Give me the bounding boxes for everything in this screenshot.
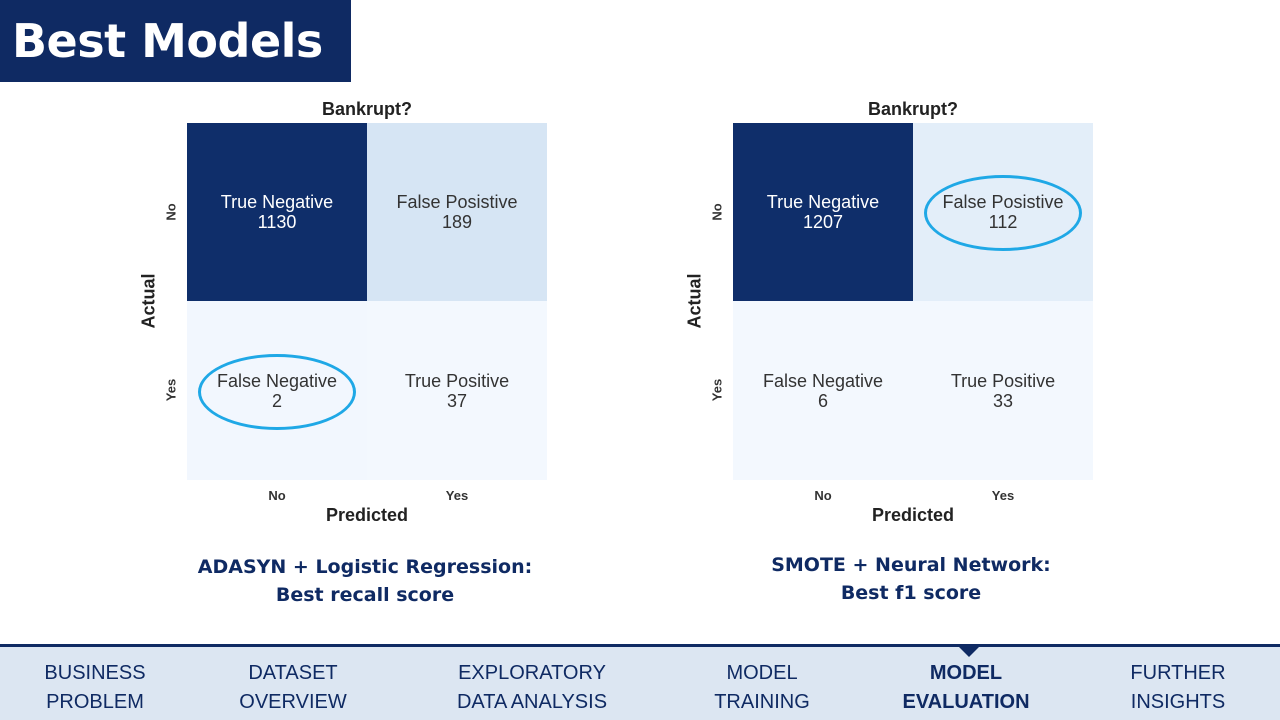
cell-value: 189	[441, 212, 473, 232]
nav-item-line: EXPLORATORY	[458, 662, 606, 684]
x-axis-label: Predicted	[871, 505, 955, 525]
nav-item-line: DATA ANALYSIS	[456, 691, 608, 713]
cell-label: True Negative	[220, 192, 334, 212]
chart-title: Bankrupt?	[322, 99, 412, 119]
chart-title: Bankrupt?	[868, 99, 958, 119]
cell-label: True Negative	[766, 192, 880, 212]
nav-item-line: MODEL	[726, 662, 798, 684]
nav-item-exploratory-data-analysis[interactable]: EXPLORATORY DATA ANALYSIS	[457, 659, 607, 717]
confusion-matrix-adasyn-logistic: Bankrupt? True Negative 1130 False Posis…	[135, 98, 555, 530]
nav-item-further-insights[interactable]: FURTHER INSIGHTS	[1130, 659, 1225, 717]
nav-item-line: FURTHER	[1130, 662, 1226, 684]
cell-false-positive: False Posistive 112	[913, 123, 1093, 301]
cell-value: 6	[817, 390, 828, 411]
cell-true-positive: True Positive 37	[367, 301, 547, 480]
cell-true-negative: True Negative 1130	[187, 123, 367, 301]
nav-item-line: BUSINESS	[44, 662, 146, 684]
caption-line: ADASYN + Logistic Regression:	[197, 556, 533, 578]
caption-adasyn-logistic: ADASYN + Logistic Regression: Best recal…	[135, 553, 595, 609]
nav-item-line: OVERVIEW	[239, 691, 347, 713]
nav-item-line: PROBLEM	[46, 691, 144, 713]
section-nav: BUSINESS PROBLEM DATASET OVERVIEW EXPLOR…	[0, 644, 1280, 720]
cell-false-negative: False Negative 6	[733, 301, 913, 480]
cell-value: 33	[992, 390, 1014, 411]
nav-active-indicator	[879, 644, 1059, 647]
title-bar: Best Models	[0, 0, 351, 82]
highlight-ellipse	[924, 175, 1082, 251]
heatmap-grid: True Negative 1130 False Posistive 189 F…	[187, 123, 547, 480]
nav-item-business-problem[interactable]: BUSINESS PROBLEM	[44, 659, 145, 717]
cell-true-positive: True Positive 33	[913, 301, 1093, 480]
cell-false-positive: False Posistive 189	[367, 123, 547, 301]
nav-item-line: MODEL	[929, 662, 1003, 684]
caption-line: Best f1 score	[840, 582, 982, 604]
cell-label: True Positive	[950, 370, 1056, 391]
cell-label: True Positive	[404, 370, 510, 391]
nav-active-marker	[959, 647, 979, 657]
confusion-matrix-smote-neural-network: Bankrupt? True Negative 1207 False Posis…	[681, 98, 1101, 530]
x-tick-no: No	[814, 488, 832, 503]
cell-value: 37	[446, 390, 468, 411]
cell-label: False Negative	[762, 370, 884, 391]
nav-item-line: TRAINING	[714, 691, 810, 713]
nav-item-line: DATASET	[248, 662, 338, 684]
nav-item-dataset-overview[interactable]: DATASET OVERVIEW	[239, 659, 346, 717]
cell-false-negative: False Negative 2	[187, 301, 367, 480]
cell-value: 1207	[802, 212, 844, 232]
cell-value: 1130	[257, 212, 297, 232]
x-tick-no: No	[268, 488, 286, 503]
nav-item-model-training[interactable]: MODEL TRAINING	[714, 659, 810, 717]
cell-true-negative: True Negative 1207	[733, 123, 913, 301]
highlight-ellipse	[198, 353, 356, 430]
x-axis-label: Predicted	[325, 505, 409, 525]
page-title: Best Models	[12, 14, 323, 68]
nav-item-model-evaluation[interactable]: MODEL EVALUATION	[902, 659, 1029, 717]
heatmap-grid: True Negative 1207 False Posistive 112 F…	[733, 123, 1093, 480]
caption-line: Best recall score	[275, 584, 455, 606]
caption-line: SMOTE + Neural Network:	[771, 554, 1051, 576]
nav-item-line: INSIGHTS	[1130, 691, 1226, 713]
x-tick-yes: Yes	[445, 488, 469, 503]
nav-item-line: EVALUATION	[902, 691, 1030, 713]
caption-smote-neural-network: SMOTE + Neural Network: Best f1 score	[681, 551, 1141, 607]
cell-label: False Posistive	[396, 192, 518, 212]
x-tick-yes: Yes	[991, 488, 1015, 503]
